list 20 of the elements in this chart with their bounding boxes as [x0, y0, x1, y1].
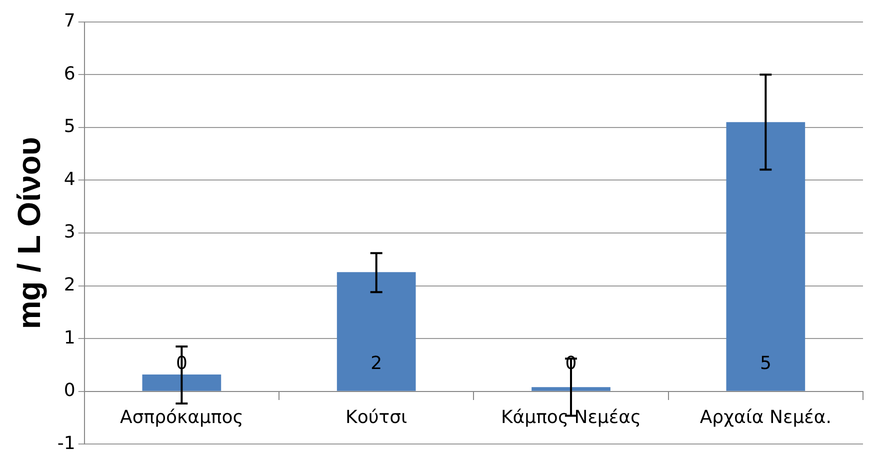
y-tick-label: 5 [64, 116, 76, 138]
x-tick-label: Κούτσι [346, 406, 408, 428]
y-tick-label: -1 [57, 432, 76, 454]
bar [336, 272, 416, 391]
x-tick-label: Αρχαία Νεμέα. [700, 406, 832, 428]
data-label: 2 [370, 353, 382, 374]
y-axis-title: mg / L Οίνου [11, 136, 48, 330]
bar [142, 374, 222, 391]
data-label: 5 [760, 353, 772, 374]
y-tick-label: 1 [64, 327, 76, 348]
bar [532, 387, 610, 391]
y-tick-label: 0 [64, 380, 76, 402]
y-tick-label: 2 [64, 274, 76, 296]
x-tick-label: Κάμπος Νεμέας [500, 406, 642, 428]
y-tick-label: 3 [64, 222, 76, 243]
y-tick-label: 6 [64, 63, 76, 84]
y-tick-label: 7 [64, 10, 76, 32]
x-tick-label: Ασπρόκαμπος [120, 406, 244, 428]
y-tick-label: 4 [64, 168, 76, 190]
bar [726, 122, 806, 391]
